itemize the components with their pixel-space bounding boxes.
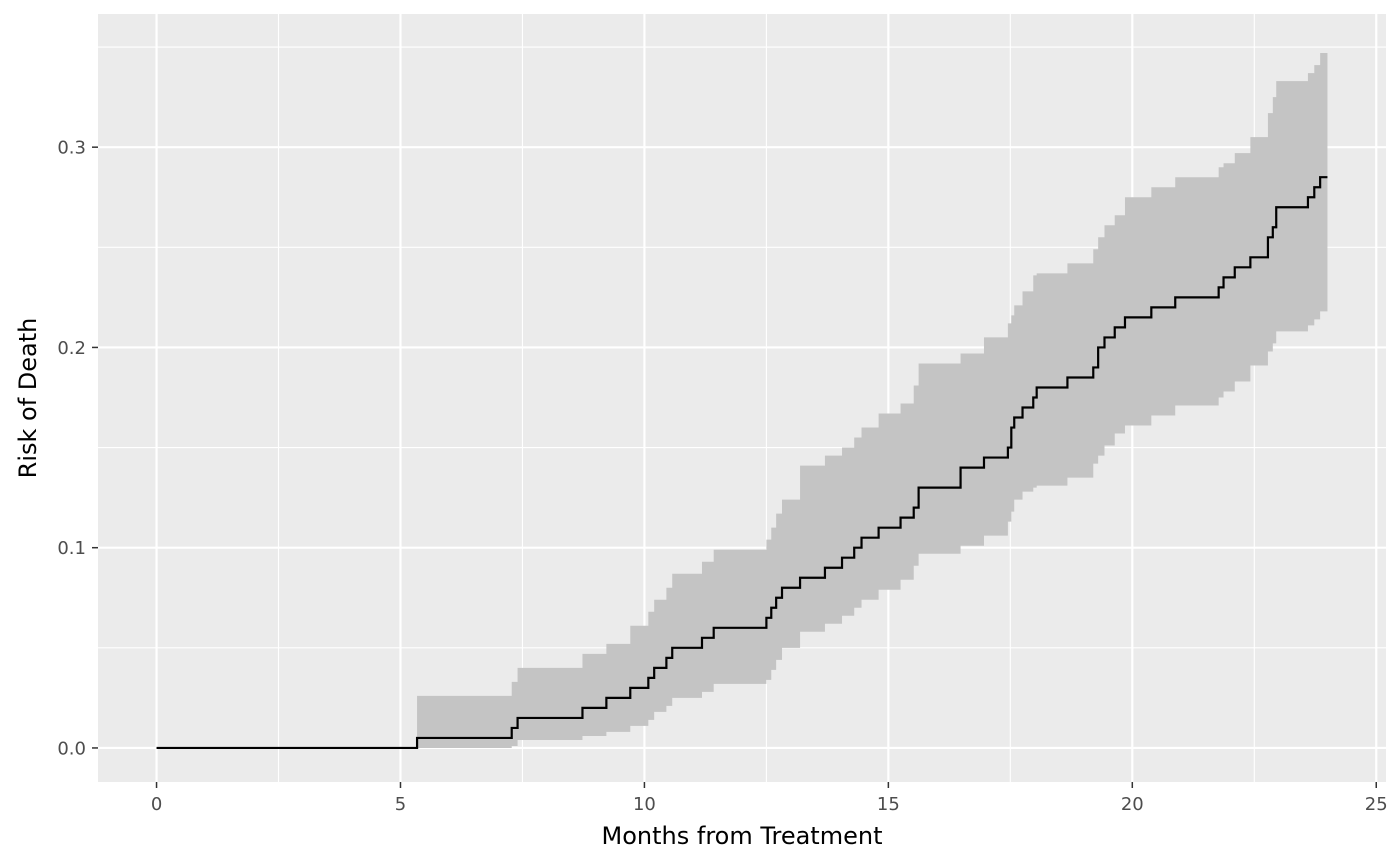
- y-tick-label: 0.3: [57, 138, 86, 159]
- x-tick-label: 25: [1365, 794, 1388, 815]
- y-axis: 0.0 0.1 0.2 0.3: [57, 138, 98, 759]
- x-tick-label: 0: [151, 794, 162, 815]
- x-axis: 0 5 10 15 20 25: [151, 782, 1388, 815]
- x-tick-label: 10: [633, 794, 656, 815]
- x-axis-title: Months from Treatment: [602, 822, 883, 850]
- x-tick-label: 20: [1121, 794, 1144, 815]
- confidence-band-layer: [417, 49, 1328, 748]
- risk-line-layer: [156, 176, 1328, 750]
- x-tick-label: 15: [877, 794, 900, 815]
- y-tick-label: 0.1: [57, 538, 86, 559]
- y-tick-label: 0.0: [57, 738, 86, 759]
- y-tick-label: 0.2: [57, 338, 86, 359]
- y-axis-title: Risk of Death: [14, 318, 42, 479]
- risk-of-death-line: [156, 176, 1328, 750]
- x-tick-label: 5: [395, 794, 406, 815]
- confidence-band: [417, 49, 1328, 748]
